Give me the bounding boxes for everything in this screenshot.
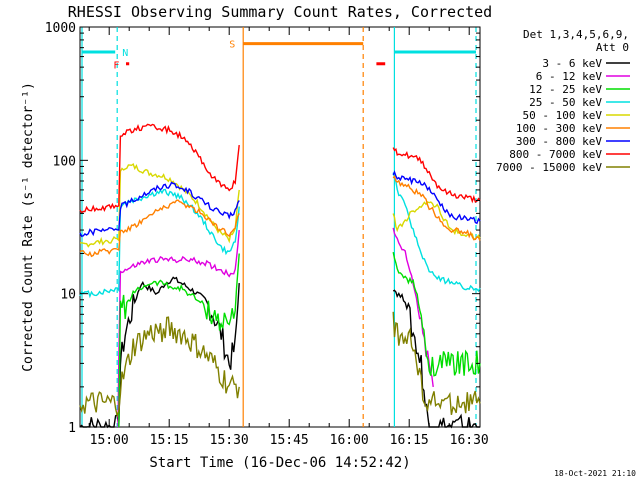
series-lines [79,123,481,429]
series-line-3-6-kev-seg0 [79,276,240,429]
y-tick-label-1000: 1000 [45,21,76,36]
x-tick-label-16:15: 16:15 [390,433,429,448]
series-line-300-800-kev-seg0 [79,181,240,238]
legend-label-6: 300 - 800 keV [516,135,602,148]
series-line-6-12-kev-seg1 [392,227,434,387]
legend-label-4: 50 - 100 keV [523,109,603,122]
y-tick-label-10: 10 [60,288,76,303]
legend-label-3: 25 - 50 keV [529,96,602,109]
series-line-100-300-kev-seg0 [79,199,240,258]
x-tick-label-16:30: 16:30 [450,433,489,448]
y-tick-label-1: 1 [68,421,76,436]
legend-label-0: 3 - 6 keV [542,57,602,70]
series-line-7000-15000-kev-seg1 [392,311,481,415]
y-axis-label: Corrected Count Rate (s⁻¹ detector⁻¹) [21,82,36,372]
series-line-100-300-kev-seg1 [392,174,481,241]
series-line-6-12-kev-seg0 [117,230,240,428]
legend-label-1: 6 - 12 keV [536,70,603,83]
marker-label-F: F [113,61,119,72]
legend-label-8: 7000 - 15000 keV [496,161,602,174]
series-line-12-25-kev-seg0 [118,253,240,428]
x-tick-label-16:00: 16:00 [330,433,369,448]
axes: 15:00 15:15 15:30 15:45 16:00 16:15 16:30 1 10 10… [45,21,489,448]
footer-date: 18-Oct-2021 21:10 [554,469,636,478]
series-line-800-7000-kev-seg1 [392,147,481,204]
series-line-800-7000-kev-seg0 [79,123,240,214]
plot-frame [79,26,481,428]
legend-header-0: Det 1,3,4,5,6,9, [523,28,629,41]
series-line-50-100-kev-seg0 [80,162,240,248]
legend-label-2: 12 - 25 keV [529,83,602,96]
x-tick-label-15:45: 15:45 [270,433,309,448]
series-line-7000-15000-kev-seg0 [79,316,240,418]
series-line-300-800-kev-seg1 [392,170,481,225]
series-line-25-50-kev-seg1 [392,172,481,293]
series-line-50-100-kev-seg1 [392,201,481,241]
series-line-3-6-kev-seg1 [392,289,480,429]
legend-label-5: 100 - 300 keV [516,122,602,135]
x-tick-label-15:30: 15:30 [210,433,249,448]
x-axis-label: Start Time (16-Dec-06 14:52:42) [149,455,410,471]
marker-label-N: N [122,48,128,59]
chart-title: RHESSI Observing Summary Count Rates, Co… [68,3,492,21]
y-tick-label-100: 100 [53,154,76,169]
legend-header-1: Att 0 [596,41,629,54]
marker-label-S: S [229,40,235,51]
x-tick-label-15:15: 15:15 [150,433,189,448]
event-markers: NF S [81,27,477,427]
series-line-12-25-kev-seg1 [392,251,481,377]
x-tick-label-15:00: 15:00 [90,433,129,448]
legend-label-7: 800 - 7000 keV [509,148,602,161]
